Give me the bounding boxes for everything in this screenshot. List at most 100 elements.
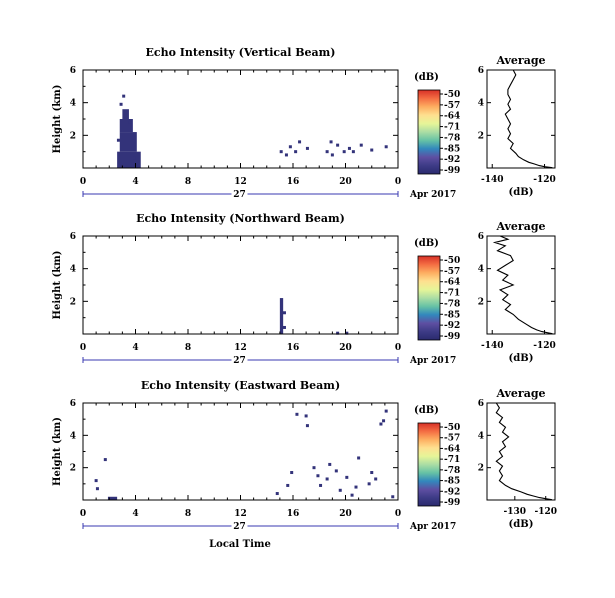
profile-x-tick-label: -120 — [534, 507, 557, 517]
echo-cell — [305, 424, 309, 428]
echo-cell — [95, 487, 99, 491]
colorbar-unit: (dB) — [414, 72, 439, 83]
plot-frame — [82, 235, 399, 335]
colorbar-tick-label: -85 — [444, 310, 460, 320]
colorbar-tick-label: -71 — [444, 455, 460, 465]
colorbar-tick-label: -57 — [444, 267, 460, 277]
echo-cell — [345, 475, 349, 479]
y-tick-label: 2 — [70, 464, 76, 474]
echo-cell — [132, 156, 136, 160]
colorbar-tick-label: -78 — [444, 133, 460, 143]
profile-y-tick-label: 2 — [478, 131, 484, 141]
echo-cell — [94, 479, 98, 483]
echo-cell — [379, 422, 383, 426]
echo-cell — [294, 150, 298, 154]
colorbar — [417, 89, 441, 175]
echo-cell — [122, 94, 126, 98]
y-tick-label: 2 — [70, 131, 76, 141]
profile-line — [492, 235, 553, 335]
day-label-bg — [231, 188, 248, 198]
x-tick-label: 8 — [185, 509, 191, 519]
echo-cell — [328, 462, 332, 466]
echo-cell — [351, 150, 355, 154]
date-label: Apr 2017 — [409, 356, 456, 366]
date-label: Apr 2017 — [409, 522, 456, 532]
x-tick-label: 20 — [339, 509, 352, 519]
panel-title: Echo Intensity (Northward Beam) — [136, 212, 345, 225]
panel-vertical: Echo Intensity (Vertical Beam) 0 4 8 12 16 20 0… — [52, 46, 556, 200]
y-tick-label: 4 — [70, 99, 76, 109]
y-axis-label: Height (km) — [52, 251, 63, 320]
echo-cell — [319, 483, 323, 487]
profile-y-tick-label: 4 — [478, 431, 484, 441]
colorbar-tick-label: -57 — [444, 434, 460, 444]
colorbar-tick-label: -71 — [444, 289, 460, 299]
colorbar-tick-label: -50 — [444, 90, 460, 100]
echo-cell — [282, 325, 286, 329]
y-tick-label: 2 — [70, 297, 76, 307]
profile-x-label: (dB) — [509, 353, 534, 364]
echo-cell — [354, 485, 358, 489]
x-tick-label: 8 — [185, 343, 191, 353]
echo-cell — [357, 456, 361, 460]
profile-y-tick-label: 2 — [478, 464, 484, 474]
x-tick-label: 4 — [132, 343, 138, 353]
colorbar-tick-label: -92 — [444, 487, 460, 497]
echo-block — [122, 109, 129, 119]
echo-cell — [304, 414, 308, 418]
echo-block — [279, 298, 284, 334]
panel-eastward: Echo Intensity (Eastward Beam) 0 4 8 12 16 20 0… — [52, 379, 557, 532]
echo-cell — [116, 138, 120, 142]
echo-cell — [384, 145, 388, 149]
echo-cell — [103, 458, 107, 462]
day-label: 27 — [233, 190, 246, 200]
colorbar-tick-label: -78 — [444, 299, 460, 309]
echo-cell — [329, 140, 333, 144]
day-label: 27 — [233, 356, 246, 366]
echo-cell — [290, 471, 294, 475]
profile-title: Average — [495, 387, 545, 400]
echo-block — [117, 151, 141, 168]
colorbar-tick-label: -50 — [444, 423, 460, 433]
profile-frame — [486, 69, 556, 169]
profile-x-tick-label: -120 — [533, 175, 556, 185]
x-tick-label: 20 — [339, 343, 352, 353]
x-tick-label: 0 — [395, 343, 401, 353]
echo-cell — [345, 331, 349, 335]
echo-cell — [128, 120, 132, 124]
colorbar — [417, 422, 441, 507]
profile-y-tick-label: 2 — [478, 297, 484, 307]
echo-cell — [342, 150, 346, 154]
echo-block — [119, 132, 137, 152]
echo-cell — [316, 474, 320, 478]
panel-northward: Echo Intensity (Northward Beam)0 4 8 12 16 20… — [52, 212, 556, 366]
colorbar-tick-label: -50 — [444, 256, 460, 266]
x-tick-label: 0 — [80, 177, 86, 187]
echo-cell — [359, 143, 363, 147]
colorbar-unit: (dB) — [414, 405, 439, 416]
colorbar-tick-label: -71 — [444, 123, 460, 133]
echo-cell — [325, 150, 329, 154]
colorbar-tick-label: -64 — [444, 112, 460, 122]
echo-block — [107, 496, 118, 500]
colorbar-tick-label: -92 — [444, 155, 460, 165]
echo-cell — [370, 471, 374, 475]
colorbar-tick-label: -92 — [444, 321, 460, 331]
profile-x-tick-label: -140 — [481, 175, 504, 185]
echo-cell — [382, 419, 386, 423]
profile-x-label: (dB) — [509, 187, 534, 198]
echo-cell — [334, 469, 338, 473]
profile-title: Average — [495, 220, 545, 233]
profile-y-tick-label: 6 — [478, 399, 484, 409]
x-tick-label: 20 — [339, 177, 352, 187]
echo-cell — [284, 153, 288, 157]
echo-cell — [288, 145, 292, 149]
y-tick-label: 4 — [70, 431, 76, 441]
colorbar — [417, 255, 441, 341]
profile-line — [495, 402, 552, 501]
echo-cell — [347, 146, 351, 150]
echo-cell — [312, 466, 316, 470]
x-tick-label: 8 — [185, 177, 191, 187]
echo-cell — [325, 477, 329, 481]
